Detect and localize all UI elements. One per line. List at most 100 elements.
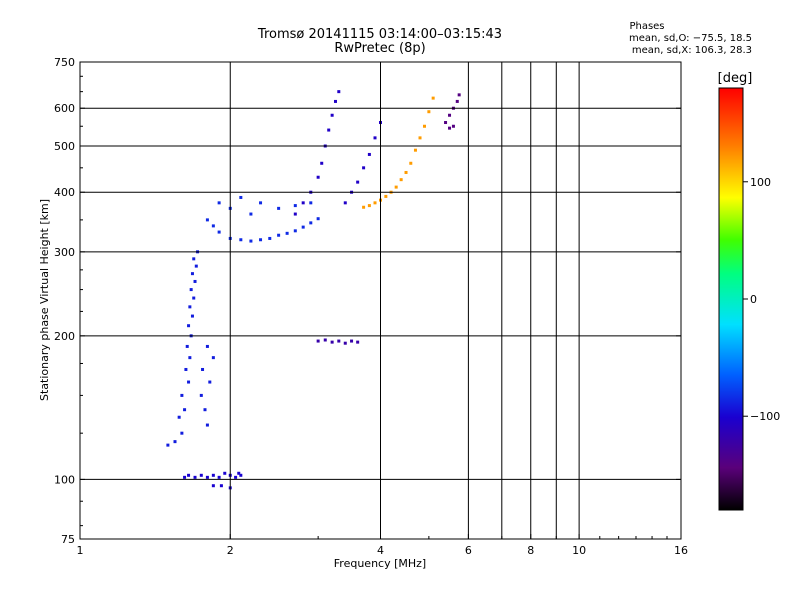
x-tick-label: 16 — [674, 544, 688, 557]
data-point — [362, 205, 366, 209]
data-point — [211, 484, 215, 488]
data-point — [217, 230, 221, 234]
data-point — [211, 356, 215, 360]
data-point — [173, 440, 177, 444]
data-point — [301, 201, 305, 205]
colorbar-label: [deg] — [718, 71, 753, 86]
data-point — [451, 124, 455, 128]
data-point — [249, 239, 253, 243]
stats-o-mode: mean, sd,O: −75.5, 18.5 — [629, 33, 752, 44]
data-point — [427, 110, 431, 114]
colorbar: [deg] 100 0 −100 — [718, 71, 780, 511]
data-point — [356, 180, 360, 184]
data-point — [183, 408, 187, 412]
x-tick-label: 4 — [377, 544, 384, 557]
data-point — [277, 206, 281, 210]
data-point — [249, 212, 253, 216]
data-point — [399, 178, 403, 182]
data-point — [205, 475, 209, 479]
x-tick-label: 6 — [465, 544, 472, 557]
series-trace — [183, 471, 243, 490]
data-point — [208, 380, 212, 384]
data-point — [239, 195, 243, 199]
data-point — [333, 99, 337, 103]
data-point — [217, 201, 221, 205]
data-point — [277, 233, 281, 237]
colorbar-tick-label: 0 — [750, 293, 757, 306]
data-point — [384, 194, 388, 198]
data-point — [184, 367, 188, 371]
data-point — [223, 471, 227, 475]
data-point — [205, 218, 209, 222]
series-trace — [166, 250, 215, 447]
chart-subtitle: RwPretec (8p) — [334, 41, 425, 56]
y-axis-label: Stationary phase Virtual Height [km] — [38, 199, 51, 401]
data-point — [211, 473, 215, 477]
data-point — [211, 224, 215, 228]
data-point — [201, 367, 205, 371]
data-point — [394, 185, 398, 189]
data-point — [343, 341, 347, 345]
data-point — [455, 99, 459, 103]
data-point — [187, 473, 191, 477]
data-point — [337, 90, 341, 94]
data-point — [219, 484, 223, 488]
data-point — [367, 152, 371, 156]
y-tick-label: 600 — [54, 102, 75, 115]
data-point — [320, 161, 324, 165]
data-point — [404, 170, 408, 174]
colorbar-ticks: 100 0 −100 — [743, 176, 780, 423]
data-point — [293, 204, 297, 208]
data-point — [217, 475, 221, 479]
y-tick-label: 500 — [54, 140, 75, 153]
colorbar-tick-label: 100 — [750, 176, 771, 189]
grid-layer — [80, 62, 681, 539]
colorbar-gradient — [718, 87, 744, 511]
y-tick-label: 75 — [61, 533, 75, 546]
data-point — [422, 124, 426, 128]
series-trace — [316, 338, 360, 345]
data-point — [418, 136, 422, 140]
data-point — [409, 161, 413, 165]
data-point — [193, 279, 197, 283]
x-axis-label: Frequency [MHz] — [334, 557, 426, 570]
data-point — [293, 229, 297, 233]
data-point — [323, 338, 327, 342]
scatter-layer — [166, 90, 461, 490]
label-layer: Tromsø 20141115 03:14:00–03:15:43 RwPret… — [38, 21, 752, 570]
data-point — [234, 475, 238, 479]
data-point — [185, 344, 189, 348]
data-point — [316, 217, 320, 221]
x-tick-label: 2 — [227, 544, 234, 557]
data-point — [343, 201, 347, 205]
data-point — [448, 126, 452, 130]
data-point — [367, 204, 371, 208]
data-point — [350, 339, 354, 343]
data-point — [205, 423, 209, 427]
data-point — [373, 136, 377, 140]
x-tick-label: 8 — [527, 544, 534, 557]
data-point — [301, 225, 305, 229]
data-point — [177, 415, 181, 419]
data-point — [316, 175, 320, 179]
data-point — [190, 314, 194, 318]
stats-header: Phases — [629, 21, 664, 32]
data-point — [457, 93, 461, 97]
stats-x-mode: mean, sd,X: 106.3, 28.3 — [632, 45, 752, 56]
series-trace — [205, 195, 320, 243]
data-point — [356, 340, 360, 344]
data-point — [183, 475, 187, 479]
data-point — [259, 201, 263, 205]
data-point — [327, 128, 331, 132]
data-point — [199, 393, 203, 397]
data-point — [330, 113, 334, 117]
chart-title: Tromsø 20141115 03:14:00–03:15:43 — [257, 27, 502, 42]
tick-layer: 1 2 4 6 8 10 16 75 100 200 300 400 500 600 750 — [54, 56, 688, 557]
x-tick-label: 1 — [77, 544, 84, 557]
data-point — [237, 471, 241, 475]
data-point — [413, 148, 417, 152]
data-point — [448, 113, 452, 117]
data-point — [192, 257, 196, 261]
data-point — [444, 121, 448, 125]
